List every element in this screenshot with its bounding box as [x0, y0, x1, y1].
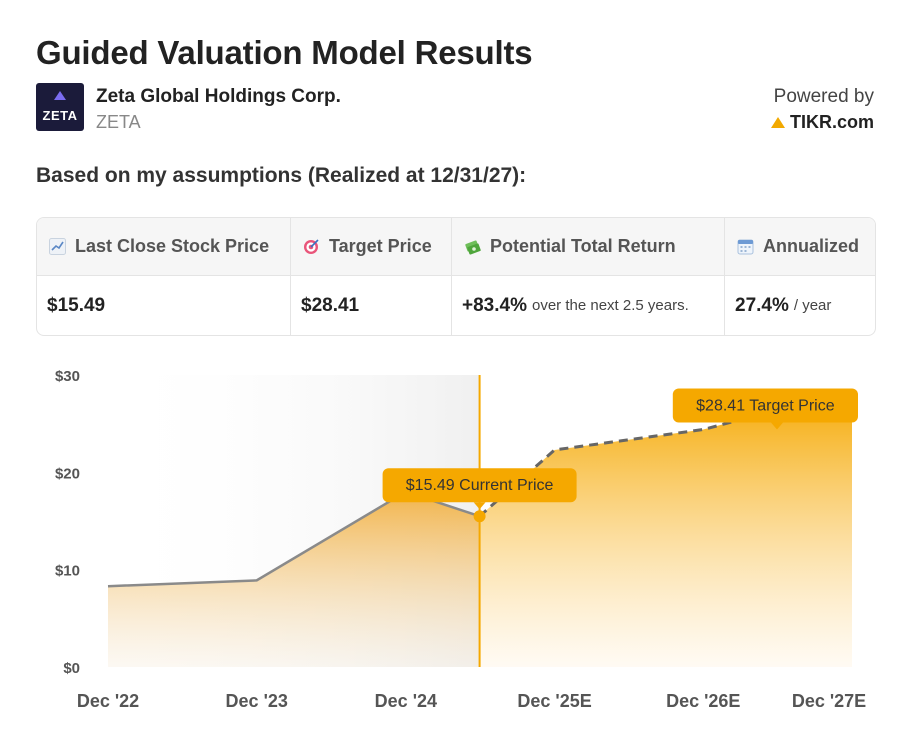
header-annualized: Annualized — [725, 218, 875, 276]
current-price-badge-pointer — [473, 502, 486, 510]
total-return-value: +83.4% — [462, 294, 527, 316]
target-icon — [303, 238, 320, 255]
current-price-badge-box — [382, 468, 577, 503]
header-label: Last Close Stock Price — [75, 236, 270, 256]
x-tick-label: Dec '24 — [375, 691, 437, 711]
brand-link[interactable]: TIKR.com — [770, 112, 874, 133]
x-tick-label: Dec '22 — [77, 691, 139, 711]
current-price-badge-label: $15.49 Current Price — [406, 477, 554, 494]
target-price-badge-box — [672, 388, 858, 423]
calendar-icon — [737, 238, 754, 255]
header-target-price: Target Price — [291, 218, 451, 276]
last-close-value: $15.49 — [47, 294, 106, 316]
value-cell: $15.49 — [37, 276, 290, 335]
logo-mark-icon — [54, 91, 66, 100]
target-price-badge-pointer — [771, 422, 783, 430]
money-icon — [464, 238, 481, 255]
assumptions-subtitle: Based on my assumptions (Realized at 12/… — [36, 164, 527, 187]
header-total-return: Potential Total Return — [452, 218, 724, 276]
header-label: Annualized — [763, 236, 860, 256]
value-cell: $28.41 — [291, 276, 451, 335]
historical-area — [108, 491, 480, 667]
company-ticker: ZETA — [96, 112, 141, 132]
header-label: Potential Total Return — [490, 236, 676, 256]
logo-text: ZETA — [42, 108, 78, 123]
column-total-return: Potential Total Return +83.4% over the n… — [452, 218, 725, 335]
price-chart: $0 $10 $20 $30 Dec '22 Dec '23 Dec '24 Dec '25E… — [55, 368, 866, 711]
target-price-value: $28.41 — [301, 294, 360, 316]
header-label: Target Price — [329, 236, 432, 256]
historical-line — [107, 490, 480, 588]
company-name: Zeta Global Holdings Corp. — [96, 86, 341, 107]
tikr-logo-icon — [770, 117, 785, 128]
x-tick-label: Dec '23 — [226, 691, 288, 711]
annualized-unit: / year — [793, 297, 832, 314]
x-tick-label: Dec '27E — [792, 691, 866, 711]
column-target-price: Target Price $28.41 — [291, 218, 452, 335]
y-tick-label: $30 — [55, 368, 80, 385]
y-tick-label: $0 — [63, 660, 80, 677]
projection-area — [479, 390, 852, 667]
annualized-value: 27.4% — [735, 294, 789, 316]
column-last-close: Last Close Stock Price $15.49 — [37, 218, 291, 335]
y-tick-label: $10 — [55, 563, 80, 580]
current-price-point — [473, 510, 486, 523]
powered-by-label: Powered by — [773, 86, 874, 107]
y-tick-label: $20 — [55, 465, 80, 482]
header-last-close: Last Close Stock Price — [37, 218, 290, 276]
summary-table: Last Close Stock Price $15.49 Target Pri… — [36, 217, 876, 336]
total-return-period: over the next 2.5 years. — [531, 297, 689, 314]
company-logo: ZETA — [36, 83, 84, 131]
value-cell: 27.4% / year — [725, 276, 875, 335]
x-tick-label: Dec '25E — [517, 691, 591, 711]
brand-name: TIKR.com — [789, 112, 874, 132]
value-cell: +83.4% over the next 2.5 years. — [452, 276, 724, 335]
page-title: Guided Valuation Model Results — [36, 34, 533, 71]
target-price-badge-label: $28.41 Target Price — [696, 397, 835, 414]
x-tick-label: Dec '26E — [666, 691, 740, 711]
column-annualized: Annualized 27.4% / year — [725, 218, 875, 335]
chart-icon — [49, 238, 66, 255]
